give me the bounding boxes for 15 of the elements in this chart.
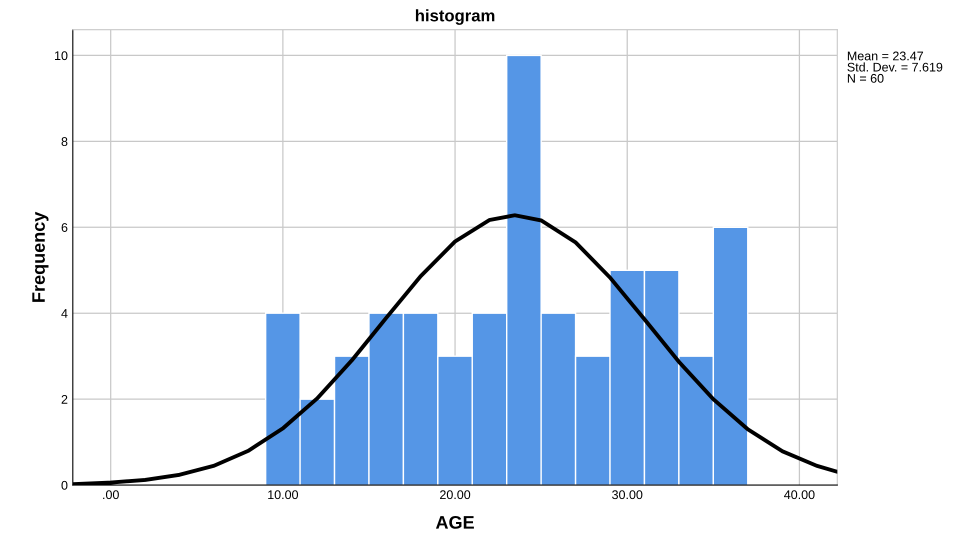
x-tick-label: 40.00 [784,490,815,500]
text: Mean = 23.47 Std. Dev. = 7.619 N = 60 [847,52,942,83]
x-tick-label: 30.00 [612,490,642,500]
y-tick-label: 6 [62,223,68,232]
x-tick-label: .00 [103,490,119,500]
x-axis-title: AGE [436,516,474,529]
y-axis-title: Frequency [32,212,48,302]
x-tick-label: 10.00 [268,490,298,500]
y-tick-label: 2 [62,394,68,404]
y-tick-label: 8 [62,137,68,146]
y-tick-label: 0 [61,480,68,490]
x-tick-label: 20.00 [440,490,470,500]
chart-title: histogram [416,9,494,25]
y-tick-label: 4 [61,309,68,318]
y-tick-label: 10 [55,51,68,60]
